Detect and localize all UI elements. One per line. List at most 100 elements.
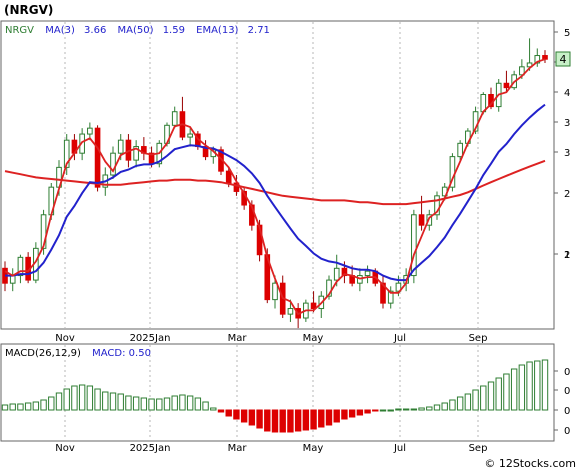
macd-bar <box>287 409 294 433</box>
macd-bar <box>32 401 40 411</box>
macd-y-tick-label: 0 <box>564 367 570 378</box>
candle-body <box>202 146 209 158</box>
candle-body <box>94 127 101 188</box>
candle-body <box>503 82 510 89</box>
macd-y-axis: 0 0 0 0 <box>554 367 570 437</box>
macd-bar <box>487 381 495 411</box>
candle-body <box>326 279 332 297</box>
macd-bar <box>194 397 202 411</box>
macd-bar <box>156 398 163 411</box>
macd-x-tick-label: Sep <box>469 443 488 454</box>
macd-bar <box>325 409 333 426</box>
macd-bar <box>510 368 518 411</box>
legend-ma50-value: 1.59 <box>163 25 185 36</box>
candle-body <box>457 142 463 158</box>
macd-x-tick-label: Nov <box>55 443 75 454</box>
candle-body <box>519 66 525 76</box>
macd-bar <box>449 399 456 411</box>
macd-x-axis: Nov 2025Jan Mar May Jul Sep <box>55 443 487 454</box>
macd-bar <box>379 409 387 412</box>
macd-y-tick-label: 0 <box>564 406 570 417</box>
candle-body <box>225 170 232 184</box>
price-x-tick-label: Nov <box>55 333 75 344</box>
macd-bar <box>179 394 186 411</box>
macd-bar <box>433 404 441 411</box>
current-price-tag: 4 <box>560 53 567 66</box>
macd-y-tick-label: 0 <box>564 426 570 437</box>
macd-bar <box>395 408 402 411</box>
macd-bar <box>40 399 47 411</box>
macd-bar <box>518 364 526 411</box>
macd-bar <box>271 409 279 433</box>
macd-bar <box>387 409 394 412</box>
candle-body <box>380 282 386 304</box>
macd-bar <box>78 384 86 411</box>
candle-body <box>87 127 93 135</box>
macd-bar <box>132 396 140 411</box>
candle-body <box>387 290 394 304</box>
candle-body <box>110 152 116 176</box>
macd-bar <box>233 409 240 420</box>
candle-body <box>364 270 371 277</box>
macd-bar <box>225 409 232 417</box>
macd-bar <box>302 409 310 431</box>
macd-bar <box>410 408 418 411</box>
candle-body <box>117 139 124 154</box>
legend-ma3-label: MA(3) <box>45 25 75 36</box>
macd-bar <box>464 393 472 411</box>
macd-bar <box>148 398 155 411</box>
price-y-tick-label: 1 <box>564 250 570 261</box>
price-y-tick-label: 2 <box>564 189 570 200</box>
candle-body <box>287 308 294 315</box>
candle-body <box>171 111 178 126</box>
macd-bar <box>472 389 479 411</box>
macd-bar <box>372 409 379 412</box>
macd-bar <box>348 409 356 418</box>
chart-title: (NRGV) <box>4 3 53 17</box>
macd-legend-value: MACD: 0.50 <box>92 348 151 359</box>
macd-bar <box>86 385 94 411</box>
candle-body <box>395 282 402 292</box>
macd-bar <box>318 409 325 428</box>
candle-body <box>133 146 139 161</box>
macd-bar <box>9 403 16 411</box>
legend-ma3-value: 3.66 <box>84 25 106 36</box>
macd-grid <box>64 345 479 440</box>
watermark: © 12Stocks.com <box>484 457 576 470</box>
price-y-tick-label: 3 <box>564 118 570 129</box>
price-x-tick-label: 2025Jan <box>130 333 171 344</box>
macd-bar <box>495 377 502 411</box>
macd-y-tick-label: 0 <box>564 386 570 397</box>
macd-bar <box>364 409 371 414</box>
macd-bar <box>333 409 340 423</box>
macd-bar <box>480 385 487 411</box>
macd-bar <box>402 408 410 411</box>
macd-bar <box>186 395 194 411</box>
candle-body <box>434 195 440 216</box>
price-y-tick-label: 2 <box>564 250 570 261</box>
candle-body <box>418 214 425 226</box>
candle-body <box>333 267 340 281</box>
candle-body <box>17 256 24 277</box>
price-legend: NRGV MA(3) 3.66 MA(50) 1.59 EMA(13) 2.71 <box>5 25 270 36</box>
candle-body <box>63 139 70 168</box>
price-x-axis: Nov 2025Jan Mar May Jul Sep <box>55 333 487 344</box>
price-y-tick-label: 4 <box>564 88 570 99</box>
legend-symbol: NRGV <box>5 25 34 36</box>
macd-bar <box>456 396 464 411</box>
macd-bar <box>140 397 148 411</box>
legend-ma50-label: MA(50) <box>118 25 154 36</box>
price-x-tick-label: May <box>303 333 324 344</box>
macd-bar <box>418 407 425 411</box>
macd-bar <box>503 373 510 411</box>
macd-bar <box>55 392 63 411</box>
macd-legend: MACD(26,12,9) MACD: 0.50 <box>5 348 151 359</box>
macd-bar <box>63 388 70 411</box>
macd-bar <box>534 360 541 411</box>
macd-bar <box>294 409 302 432</box>
current-price-tag-box <box>555 51 571 67</box>
macd-bar <box>279 409 286 433</box>
macd-x-tick-label: May <box>303 443 324 454</box>
ema13-line <box>5 103 546 282</box>
